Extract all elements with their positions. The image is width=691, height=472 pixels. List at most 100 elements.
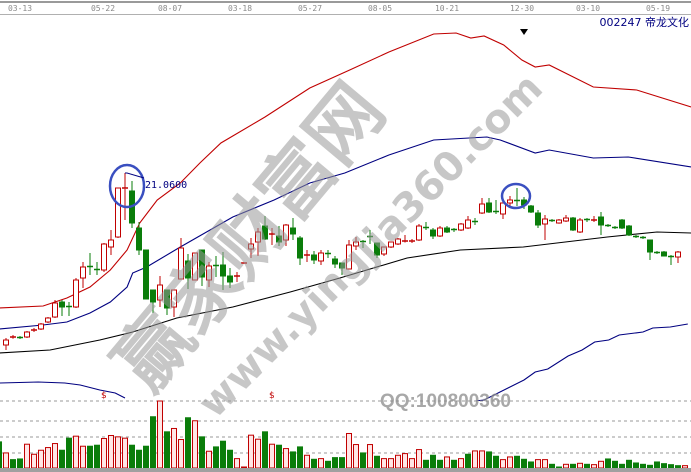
volume-bar <box>185 417 191 469</box>
candle <box>395 238 401 245</box>
date-tick-label: 08-07 <box>158 4 182 13</box>
candle-body <box>24 331 30 338</box>
candle-body <box>395 238 401 245</box>
candle-body <box>283 224 289 241</box>
candle-body <box>227 275 233 283</box>
candle <box>136 222 142 255</box>
candle-body <box>430 229 436 237</box>
volume-bar <box>136 449 142 469</box>
volume-bar <box>626 459 632 469</box>
candle <box>59 300 65 316</box>
candle-body <box>500 202 506 215</box>
volume-bar <box>108 435 114 469</box>
volume-bar <box>528 461 534 469</box>
candle-body <box>318 252 324 262</box>
candle <box>493 200 499 214</box>
volume-bar <box>220 440 226 469</box>
volume-bar <box>227 449 233 469</box>
volume-bar <box>563 463 569 469</box>
candle <box>80 262 86 288</box>
upper-band-line <box>0 32 691 309</box>
candle <box>311 251 317 264</box>
candle <box>108 230 114 255</box>
candle <box>542 215 548 240</box>
watermark-qq: QQ:100800360 <box>380 391 511 412</box>
date-tick-label: 03-18 <box>228 4 252 13</box>
candle <box>647 239 653 260</box>
candle-body <box>374 242 380 256</box>
volume-bar <box>80 445 86 469</box>
candle <box>318 250 324 265</box>
candle-body <box>185 260 191 279</box>
volume-bar <box>388 458 394 469</box>
volume-bar <box>633 462 639 469</box>
volume-bar <box>143 445 149 469</box>
candle <box>570 217 576 231</box>
event-marker: $ <box>269 391 275 401</box>
cursor-marker-icon <box>520 29 528 35</box>
candle <box>528 205 534 213</box>
volume-bar <box>570 463 576 469</box>
volume-bar <box>150 416 156 469</box>
watermark: 赢家财富网 www.yingjia360.com QQ:100800360 <box>98 65 552 427</box>
volume-bar <box>458 458 464 469</box>
candle <box>486 198 492 213</box>
volume-bar <box>577 462 583 469</box>
candle <box>297 236 303 265</box>
candle-body <box>59 301 65 308</box>
candle-body <box>479 203 485 214</box>
candle <box>556 219 562 224</box>
candle <box>325 250 331 258</box>
candle-body <box>290 227 296 235</box>
candle <box>598 212 604 235</box>
candle-body <box>577 219 583 233</box>
candle <box>45 317 51 323</box>
volume-bar <box>262 431 268 469</box>
candle <box>633 235 639 238</box>
volume-bar <box>619 463 625 469</box>
candle-body <box>73 279 79 308</box>
volume-bar <box>129 444 135 469</box>
volume-bar <box>430 454 436 469</box>
candle <box>605 224 611 227</box>
candle-body <box>339 262 345 269</box>
candle <box>402 235 408 243</box>
candle <box>423 222 429 230</box>
candle <box>626 225 632 236</box>
candle <box>619 219 625 229</box>
candle <box>675 251 681 263</box>
volume-bar <box>549 463 555 469</box>
volume-bar <box>465 453 471 469</box>
candle <box>472 218 478 225</box>
candle-body <box>486 202 492 213</box>
volume-bar <box>241 466 247 469</box>
highlight-circle <box>500 182 532 210</box>
candle-body <box>388 241 394 248</box>
date-tick-label: 03-13 <box>8 4 32 13</box>
volume-bar <box>682 465 688 469</box>
candle <box>437 226 443 237</box>
volume-bar <box>24 443 30 469</box>
date-tick-label: 12-30 <box>510 4 534 13</box>
volume-bars <box>0 400 688 469</box>
candle-body <box>563 217 569 222</box>
candle-body <box>311 254 317 261</box>
highlight-circle <box>108 163 146 209</box>
candle-body <box>381 246 387 255</box>
candle <box>339 262 345 275</box>
candle <box>374 242 380 258</box>
candle <box>87 253 93 275</box>
volume-bar <box>283 448 289 469</box>
candle <box>150 289 156 313</box>
volume-bar <box>584 463 590 469</box>
candle-body <box>3 339 9 346</box>
volume-bar <box>115 436 121 469</box>
volume-bar <box>52 443 58 469</box>
candle-body <box>542 218 548 225</box>
candle <box>367 230 373 244</box>
candle-body <box>178 247 184 280</box>
volume-bar <box>486 451 492 469</box>
candle <box>122 173 128 220</box>
candle-body <box>115 187 121 238</box>
candle <box>52 300 58 318</box>
